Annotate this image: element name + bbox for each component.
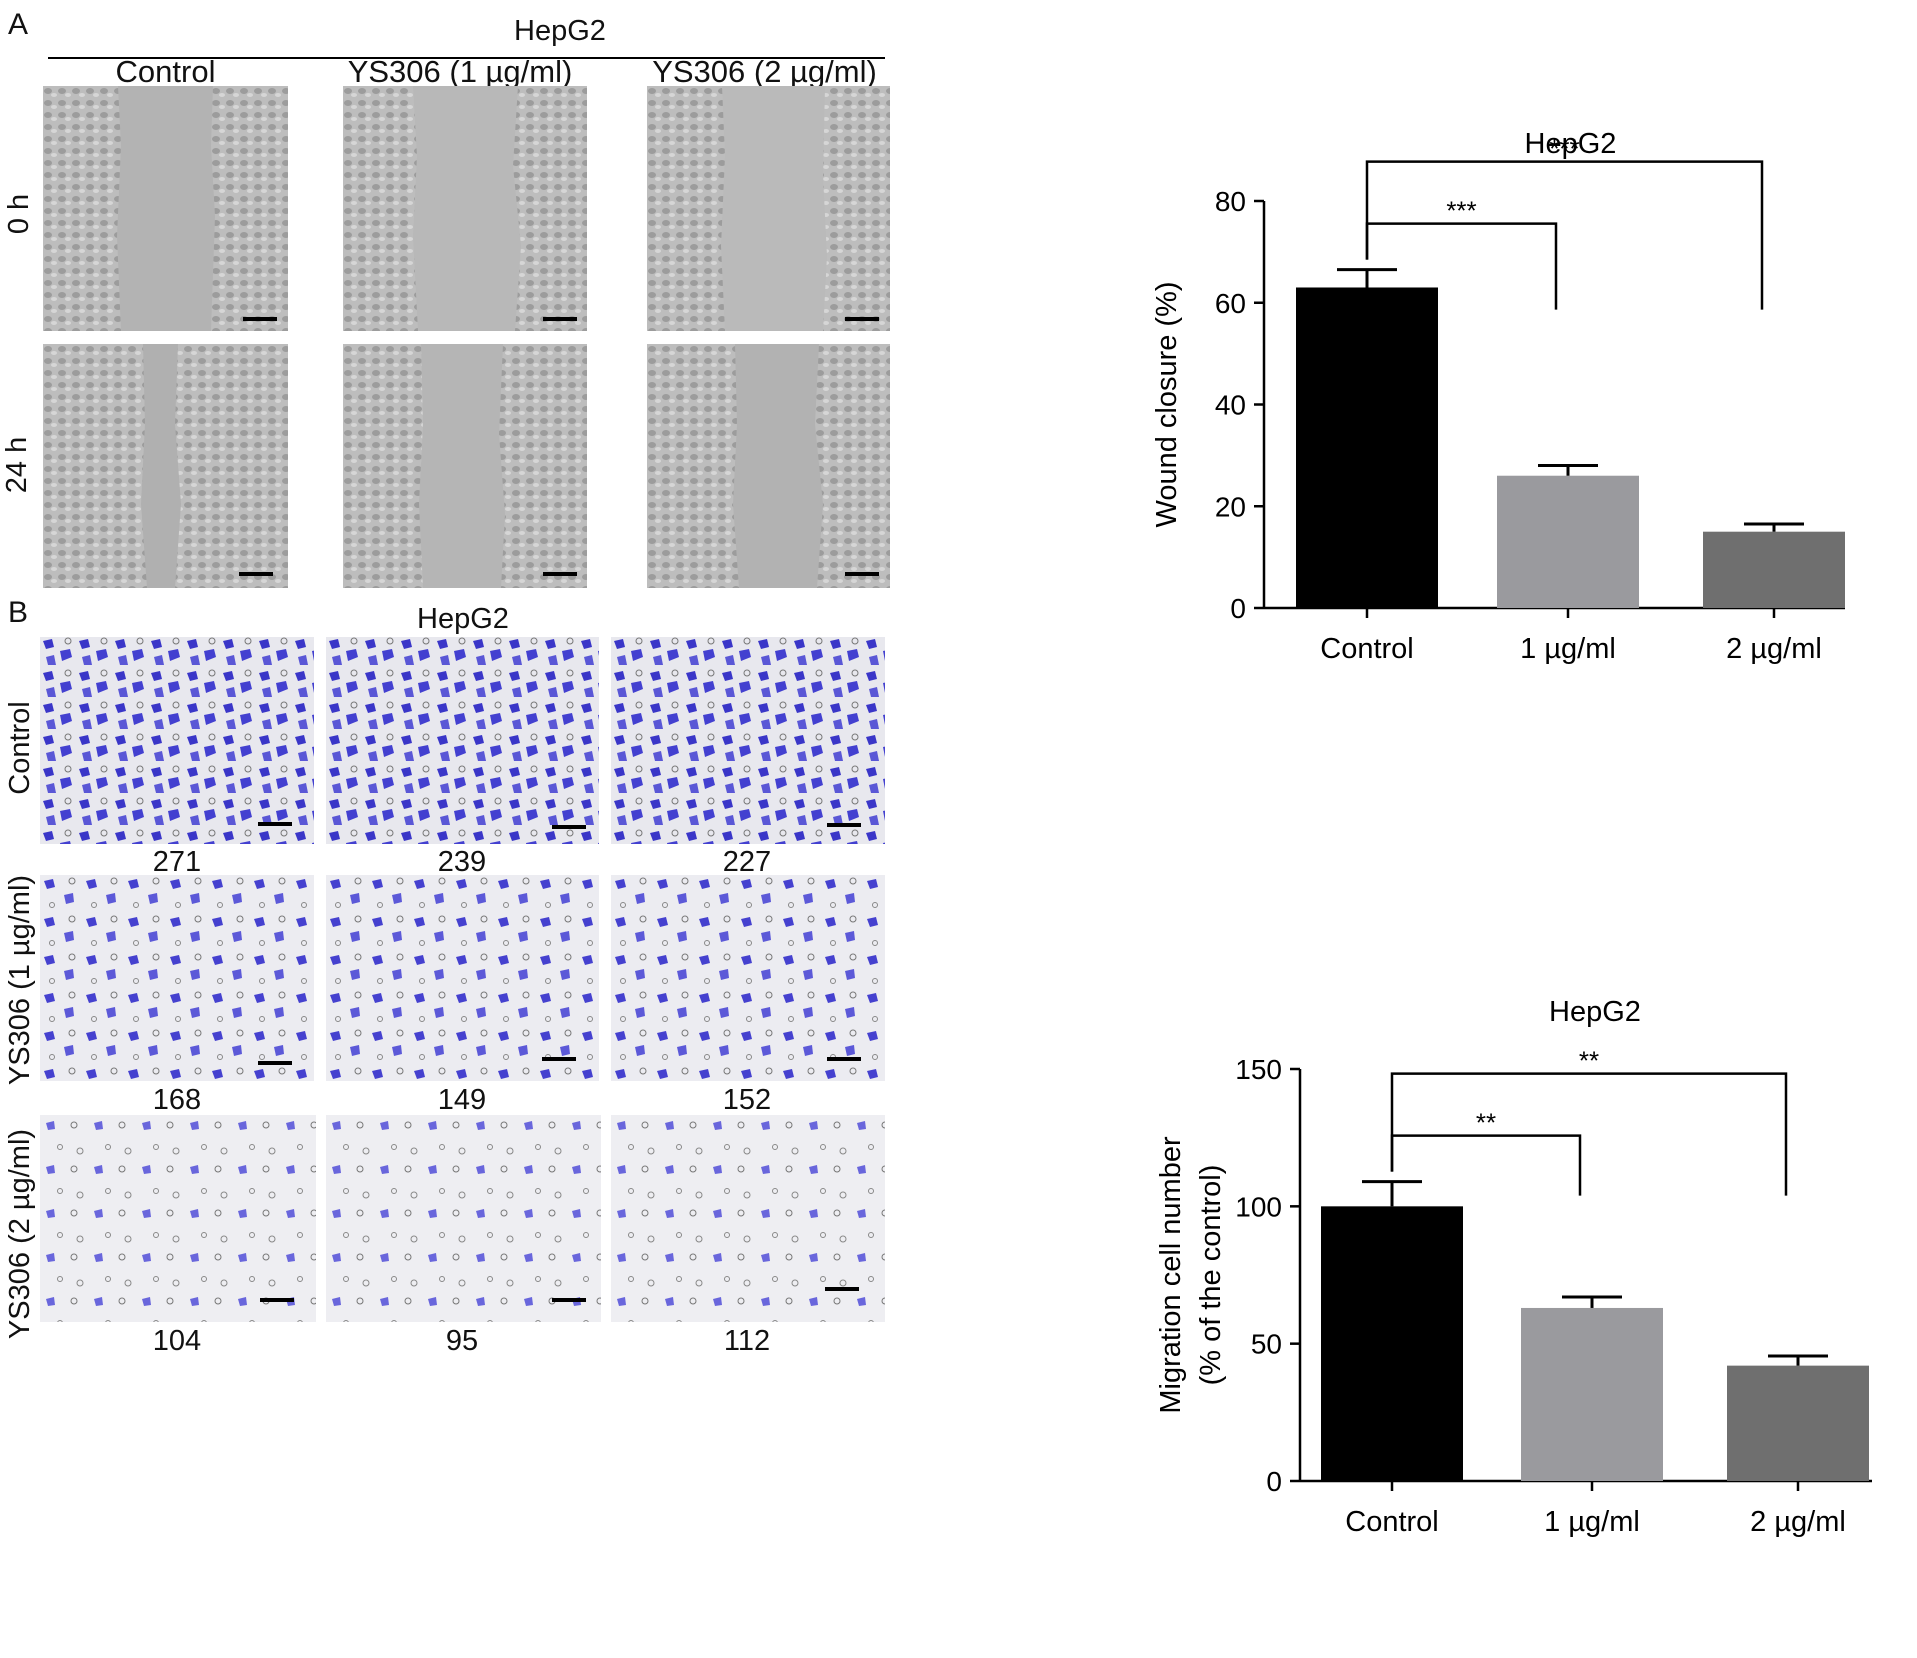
y-tick-label: 50 — [1251, 1329, 1282, 1360]
significance-bracket — [1365, 160, 1764, 310]
scale-bar — [845, 572, 879, 576]
scale-bar — [827, 1057, 861, 1061]
bar — [1727, 1365, 1869, 1481]
scale-bar — [260, 1298, 294, 1302]
panel-b-letter: B — [8, 596, 29, 629]
wound-image-control-0h — [43, 86, 288, 331]
panel-a-col-label-2: YS306 (2 µg/ml) — [652, 54, 877, 89]
y-tick-label: 100 — [1235, 1191, 1282, 1222]
significance-bracket — [1390, 1134, 1582, 1196]
scale-bar — [552, 1298, 586, 1302]
scale-bar — [825, 1287, 859, 1291]
transwell-image-1ug-2 — [326, 875, 599, 1081]
panel-b-row-label-0: Control — [4, 701, 36, 795]
panel-a-col-label-0: Control — [115, 54, 216, 89]
cell-count: 239 — [437, 846, 487, 878]
transwell-image-control-3 — [611, 637, 885, 844]
cell-count: 112 — [723, 1325, 771, 1357]
wound-image-1ug-0h — [343, 86, 587, 331]
y-tick-label: 40 — [1215, 390, 1246, 421]
cell-count: 149 — [437, 1084, 487, 1116]
wound-image-2ug-24h — [647, 344, 890, 588]
transwell-image-2ug-3 — [611, 1115, 885, 1322]
panel-a-row-label-1: 24 h — [1, 436, 33, 494]
x-tick-label: Control — [1320, 633, 1414, 665]
scale-bar — [543, 572, 577, 576]
transwell-image-control-1 — [40, 637, 314, 844]
x-tick-label: 2 µg/ml — [1750, 1506, 1846, 1538]
y-tick-label: 60 — [1215, 288, 1246, 319]
scale-bar — [542, 1057, 576, 1061]
cell-count: 271 — [152, 846, 202, 878]
scale-bar — [552, 825, 586, 829]
y-tick-label: 0 — [1266, 1466, 1282, 1497]
wound-image-1ug-24h — [343, 344, 587, 588]
panel-a-col-label-1: YS306 (1 µg/ml) — [347, 54, 573, 89]
cell-count: 168 — [152, 1084, 202, 1116]
significance-label: ** — [1579, 1046, 1599, 1076]
significance-label: *** — [1446, 196, 1476, 226]
wound-image-control-24h — [43, 344, 288, 588]
significance-bracket — [1390, 1072, 1788, 1196]
significance-label: *** — [1549, 134, 1579, 164]
y-axis-label: Migration cell number — [1155, 1136, 1187, 1414]
panel-b-row-label-2: YS306 (2 µg/ml) — [4, 1128, 36, 1340]
bar — [1296, 287, 1438, 608]
cell-count: 152 — [722, 1084, 772, 1116]
transwell-image-1ug-3 — [611, 875, 885, 1081]
scale-bar — [827, 823, 861, 827]
scale-bar — [258, 822, 292, 826]
panel-a-header: HepG2 — [514, 15, 606, 47]
y-tick-label: 80 — [1215, 186, 1246, 217]
scale-bar — [243, 317, 277, 321]
transwell-image-control-2 — [326, 637, 599, 844]
transwell-image-1ug-1 — [40, 875, 314, 1081]
bar — [1521, 1307, 1663, 1481]
scale-bar — [543, 317, 577, 321]
x-tick-label: 1 µg/ml — [1544, 1506, 1640, 1538]
cell-count: 227 — [722, 846, 772, 878]
x-tick-label: Control — [1345, 1506, 1439, 1538]
panel-a-header-rule — [48, 57, 885, 59]
x-tick-label: 1 µg/ml — [1520, 633, 1616, 665]
scale-bar — [239, 572, 273, 576]
bar — [1497, 475, 1639, 608]
cell-count: 104 — [152, 1325, 202, 1357]
significance-label: ** — [1476, 1108, 1496, 1138]
y-axis-label: Wound closure (%) — [1151, 281, 1183, 527]
y-tick-label: 20 — [1215, 491, 1246, 522]
y-axis-label: (% of the control) — [1195, 1165, 1227, 1386]
x-tick-label: 2 µg/ml — [1726, 633, 1822, 665]
y-tick-label: 150 — [1235, 1054, 1282, 1085]
scale-bar — [258, 1061, 292, 1065]
chart-title: HepG2 — [1549, 996, 1641, 1028]
panel-b-header: HepG2 — [417, 603, 509, 635]
bar — [1321, 1206, 1463, 1481]
chart-title: HepG2 — [1525, 128, 1617, 160]
transwell-image-2ug-1 — [40, 1115, 316, 1322]
panel-b-row-label-1: YS306 (1 µg/ml) — [4, 874, 36, 1086]
panel-a-row-label-0: 0 h — [3, 193, 35, 235]
transwell-image-2ug-2 — [326, 1115, 601, 1322]
y-tick-label: 0 — [1230, 593, 1246, 624]
scale-bar — [845, 317, 879, 321]
panel-a-letter: A — [8, 8, 29, 41]
cell-count: 95 — [445, 1325, 479, 1357]
bar — [1703, 531, 1845, 608]
significance-bracket — [1365, 222, 1558, 310]
wound-image-2ug-0h — [647, 86, 890, 331]
